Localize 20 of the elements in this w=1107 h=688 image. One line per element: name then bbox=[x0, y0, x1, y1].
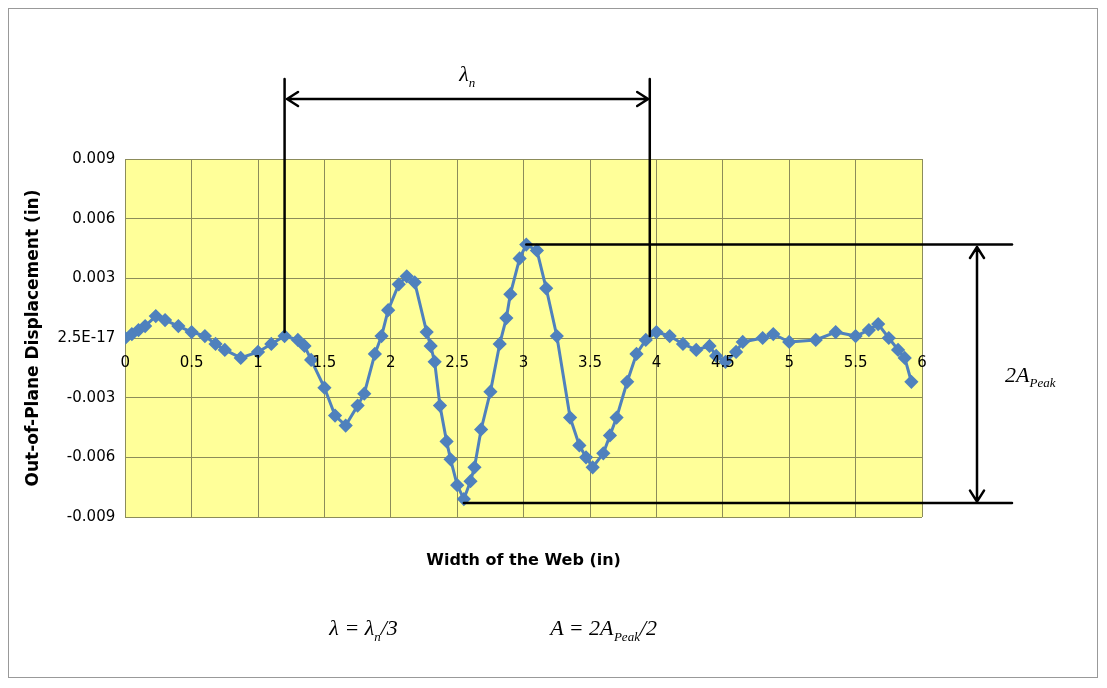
y-tick-label: 2.5E-17 bbox=[57, 327, 116, 346]
x-tick-label: 0.5 bbox=[179, 352, 204, 371]
y-tick-label: -0.006 bbox=[66, 447, 116, 466]
x-tick-label: 3 bbox=[518, 352, 529, 371]
x-tick-label: 0 bbox=[120, 352, 131, 371]
y-tick-label: -0.003 bbox=[66, 387, 116, 406]
x-tick-label: 2.5 bbox=[445, 352, 470, 371]
x-tick-label: 6 bbox=[917, 352, 927, 371]
y-axis-title: Out-of-Plane Displacement (in) bbox=[21, 189, 42, 487]
x-tick-label: 1 bbox=[253, 352, 263, 371]
x-tick-label: 3.5 bbox=[578, 352, 602, 371]
x-tick-label: 2 bbox=[386, 352, 396, 371]
x-axis-title: Width of the Web (in) bbox=[426, 550, 621, 569]
y-tick-label: 0.006 bbox=[72, 208, 116, 227]
x-tick-label: 5 bbox=[784, 352, 794, 371]
x-tick-label: 4 bbox=[651, 352, 662, 371]
y-tick-label: 0.009 bbox=[72, 148, 116, 167]
y-tick-label: -0.009 bbox=[66, 506, 116, 525]
x-tick-label: 5.5 bbox=[843, 352, 868, 371]
y-tick-label: 0.003 bbox=[72, 268, 116, 287]
